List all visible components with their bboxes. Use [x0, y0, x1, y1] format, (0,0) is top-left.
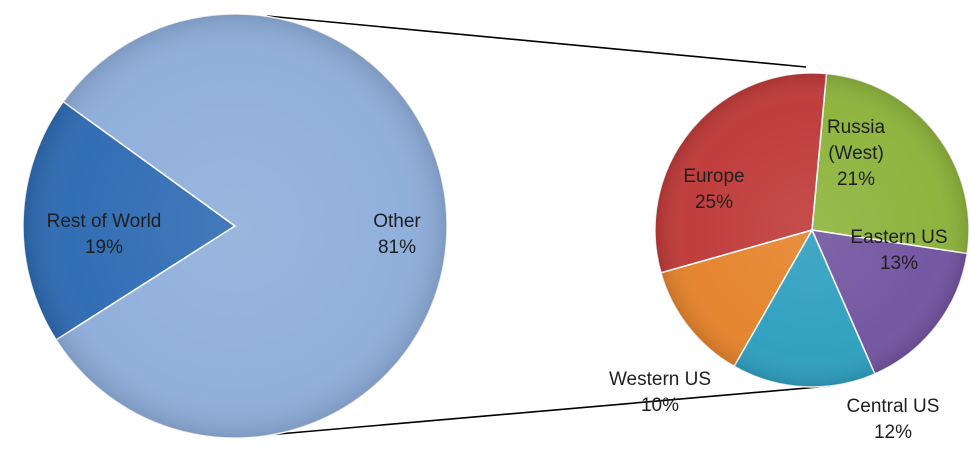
label-europe: Europe 25% — [683, 166, 744, 213]
label-eastern-us: Eastern US 13% — [850, 227, 947, 274]
label-rest-of-world: Rest of World 19% — [47, 211, 162, 258]
label-other: Other 81% — [373, 211, 421, 258]
label-western-us: Western US 10% — [609, 369, 711, 416]
main-pie — [22, 13, 448, 439]
label-russia-west: Russia (West) 21% — [827, 117, 886, 190]
connector-lines — [266, 15, 831, 436]
label-central-us: Central US 12% — [847, 396, 940, 443]
connector-bottom — [266, 385, 831, 436]
data-labels: Rest of World 19% Other 81% Russia (West) 21% E… — [47, 117, 948, 443]
secondary-pie — [654, 72, 970, 388]
main-pie-shading — [23, 14, 447, 438]
connector-top — [266, 15, 807, 68]
secondary-pie-shading — [655, 73, 969, 387]
